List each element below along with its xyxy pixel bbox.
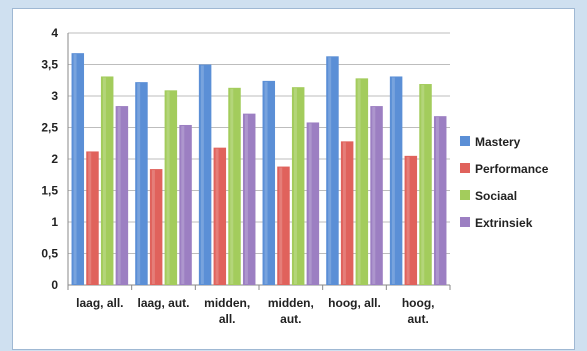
bar-highlight (88, 152, 92, 284)
bar-highlight (435, 117, 439, 284)
bar-mastery (71, 53, 85, 285)
x-category-label: aut. (407, 312, 428, 326)
bar-extrinsiek (179, 124, 192, 285)
x-category-label: aut. (280, 312, 301, 326)
bar-highlight (342, 142, 346, 284)
bar-highlight (73, 54, 77, 284)
bar-highlight (406, 156, 410, 284)
y-tick-label: 4 (51, 26, 58, 40)
bar-sociaal (419, 84, 432, 285)
legend-swatch-extrinsiek (460, 217, 470, 227)
y-tick-label: 2 (51, 152, 58, 166)
bar-extrinsiek (306, 122, 320, 286)
bar-highlight (117, 107, 121, 284)
bar-highlight (230, 88, 234, 284)
bar-highlight (293, 88, 297, 285)
bar-sociaal (100, 76, 114, 285)
bar-extrinsiek (370, 106, 383, 285)
x-category-label: hoog, all. (328, 296, 381, 310)
bar-performance (86, 151, 99, 285)
bar-extrinsiek (242, 113, 256, 285)
bar-highlight (308, 123, 312, 285)
bar-performance (149, 169, 163, 285)
bar-highlight (372, 107, 376, 284)
bar-highlight (200, 65, 204, 284)
y-tick-label: 1,5 (41, 184, 58, 198)
x-category-label: laag, all. (76, 296, 123, 310)
y-tick-label: 0,5 (41, 247, 58, 261)
y-tick-label: 3,5 (41, 58, 58, 72)
chart-frame: 0 0,5 1 1,5 2 2,5 3 3,5 4 laag, all. laag, aut. mid… (12, 8, 575, 350)
bar-sociaal (291, 87, 305, 286)
bar-highlight (357, 79, 361, 284)
axes: 0 0,5 1 1,5 2 2,5 3 3,5 4 laag, all. laag, aut. mid… (41, 26, 451, 326)
x-category-label: laag, aut. (137, 296, 189, 310)
bar-highlight (279, 167, 283, 284)
y-tick-label: 3 (51, 89, 58, 103)
bar-mastery (326, 56, 339, 286)
bars (71, 53, 447, 286)
legend-label-performance: Performance (475, 162, 549, 176)
bar-highlight (181, 125, 185, 284)
bar-extrinsiek (433, 116, 447, 285)
bar-performance (213, 147, 227, 285)
bar-mastery (262, 80, 276, 285)
bar-highlight (215, 148, 219, 284)
bar-highlight (102, 77, 106, 284)
bar-highlight (151, 170, 155, 284)
gridlines (68, 32, 450, 286)
bar-performance (404, 155, 418, 285)
bar-sociaal (228, 87, 241, 285)
legend-label-sociaal: Sociaal (475, 189, 517, 203)
bar-highlight (137, 83, 141, 284)
bar-mastery (198, 64, 212, 285)
legend-swatch-performance (460, 163, 470, 173)
bar-mastery (389, 76, 403, 285)
legend-swatch-sociaal (460, 190, 470, 200)
bar-performance (277, 166, 290, 285)
x-category-label: midden, (268, 296, 314, 310)
bar-highlight (328, 57, 332, 285)
y-tick-label: 2,5 (41, 121, 58, 135)
bar-highlight (391, 77, 395, 284)
y-tick-label: 0 (51, 278, 58, 292)
bar-mastery (135, 82, 148, 285)
x-category-label: midden, (204, 296, 250, 310)
bar-highlight (166, 91, 170, 284)
legend-swatch-mastery (460, 136, 470, 146)
bar-performance (340, 141, 354, 285)
bar-sociaal (355, 78, 369, 285)
bar-highlight (244, 114, 248, 284)
x-category-label: hoog, (402, 296, 435, 310)
bar-sociaal (164, 90, 178, 285)
x-category-label: all. (219, 312, 236, 326)
bar-extrinsiek (115, 106, 129, 285)
bar-highlight (264, 81, 268, 284)
legend-label-mastery: Mastery (475, 135, 521, 149)
y-tick-label: 1 (51, 215, 58, 229)
chart-svg: 0 0,5 1 1,5 2 2,5 3 3,5 4 laag, all. laag, aut. mid… (41, 26, 549, 326)
legend: Mastery Performance Sociaal Extrinsiek (460, 135, 549, 230)
bar-highlight (421, 85, 425, 284)
legend-label-extrinsiek: Extrinsiek (475, 216, 533, 230)
